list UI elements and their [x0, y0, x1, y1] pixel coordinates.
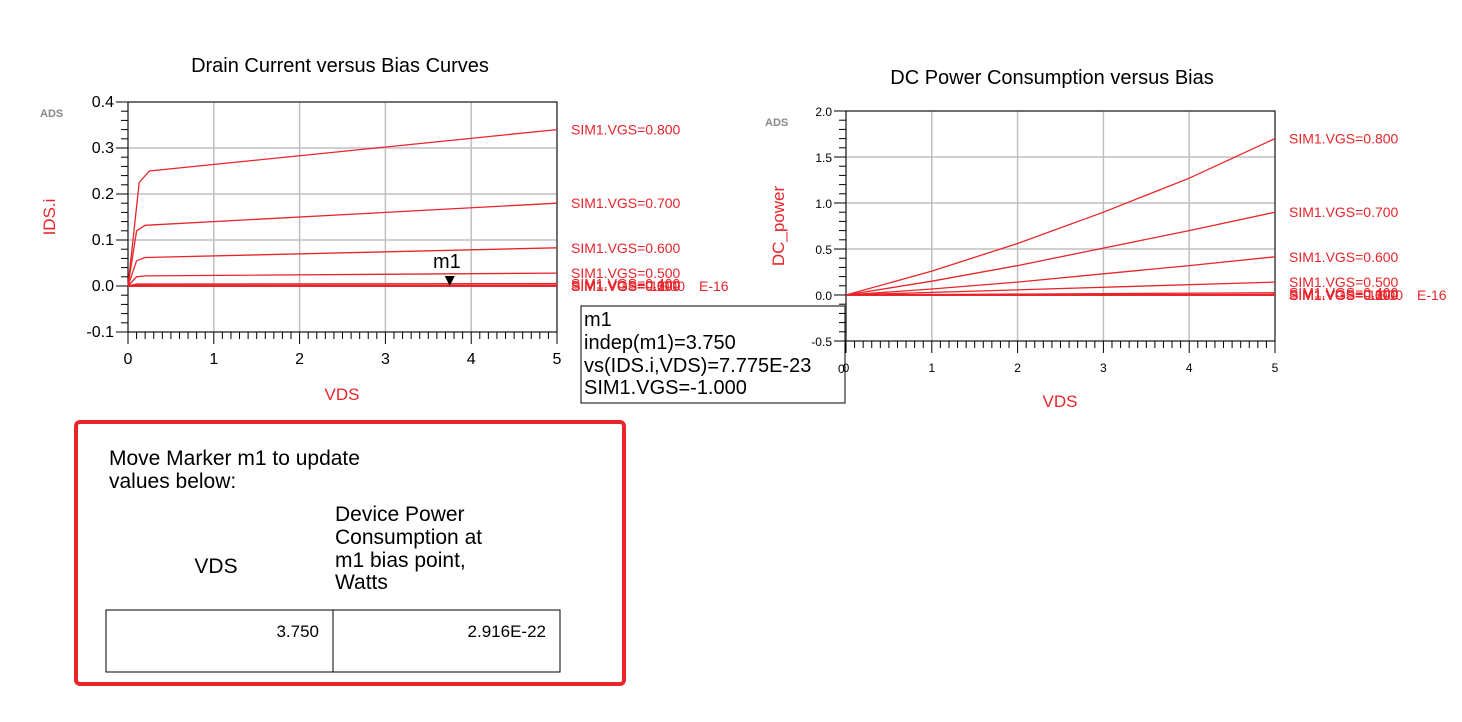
chart2-series-label: SIM1.VGS=0.800 [1289, 131, 1399, 147]
chart2-series-label: SIM1.VGS=0.600 [1289, 249, 1399, 265]
chart2-title: DC Power Consumption versus Bias [890, 67, 1213, 89]
chart1-series-label: SIM1.VGS=-1.000 [571, 278, 685, 294]
chart2-x-tick-label: 5 [1272, 361, 1279, 375]
chart2-series-labels: SIM1.VGS=0.800 SIM1.VGS=0.700 SIM1.VGS=0.6… [1289, 131, 1447, 303]
dc-power-chart: DC Power Consumption versus Bias ADS 0 1 2… [765, 67, 1447, 411]
chart2-series-line [845, 256, 1276, 296]
chart1-series-line [127, 247, 558, 287]
instruction-text-line1: Move Marker m1 to update [109, 447, 360, 470]
marker-readout-frame [580, 305, 846, 404]
marker-results-panel: Move Marker m1 to update values below: V… [74, 420, 626, 686]
readout-overflow-char: 0 [838, 362, 845, 376]
instruction-text-line2: values below: [109, 470, 236, 493]
chart1-x-tick-label: 0 [124, 351, 133, 368]
chart2-x-tick-label: 4 [1186, 361, 1193, 375]
chart2-tick-marks [834, 110, 1276, 353]
chart2-x-axis-label: VDS [1043, 392, 1078, 411]
readout-dep: vs(IDS.i,VDS)=7.775E-23 [584, 355, 811, 377]
chart1-y-tick-label: -0.1 [86, 324, 114, 341]
chart1-y-tick-labels: -0.1 0.0 0.1 0.2 0.3 0.4 [86, 94, 114, 341]
chart2-y-tick-label: 1.5 [815, 151, 832, 165]
chart1-y-axis-label: IDS.i [40, 199, 59, 236]
chart2-series-label: SIM1.VGS=0.000 [1289, 287, 1399, 303]
chart2-series-label: SIM1.VGS=-1.000 [1289, 287, 1403, 303]
chart1-tick-marks [116, 101, 558, 344]
chart1-series-label: SIM1.VGS=0.000 [571, 278, 681, 294]
chart2-x-tick-label: 1 [928, 361, 935, 375]
chart1-y-tick-label: 0.4 [92, 94, 114, 111]
chart1-ads-watermark: ADS [40, 108, 63, 120]
column-header-power-line2: Consumption at [335, 526, 482, 549]
chart2-y-tick-label: 0.0 [815, 289, 832, 303]
chart1-series-label: SIM1.VGS=0.600 [571, 240, 681, 256]
results-cell-power: 2.916E-22 [468, 622, 546, 641]
chart2-y-axis-label: DC_power [769, 186, 788, 267]
chart1-x-tick-label: 2 [295, 351, 304, 368]
chart2-x-tick-label: 2 [1014, 361, 1021, 375]
chart1-series-label-tail: E-16 [699, 278, 729, 294]
chart1-series-label: SIM1.VGS=0.400 [571, 276, 681, 292]
readout-sweep: SIM1.VGS=-1.000 [584, 377, 747, 399]
chart1-series-label: SIM1.VGS=0.300 [571, 278, 681, 294]
chart1-series-label: SIM1.VGS=0.500 [571, 265, 681, 281]
chart1-series-label: SIM1.VGS=0.200 [571, 278, 681, 294]
chart2-y-tick-labels: -0.5 0.0 0.5 1.0 1.5 2.0 [811, 105, 832, 349]
chart2-ads-watermark: ADS [765, 117, 788, 129]
chart2-series [845, 138, 1276, 296]
marker-m1-label: m1 [433, 251, 461, 273]
chart1-y-tick-label: 0.0 [92, 278, 114, 295]
chart1-x-tick-label: 1 [209, 351, 218, 368]
chart1-series-labels: SIM1.VGS=0.800 SIM1.VGS=0.700 SIM1.VGS=0.6… [571, 122, 729, 294]
chart2-y-tick-label: -0.5 [811, 335, 832, 349]
column-header-vds: VDS [194, 555, 237, 578]
chart2-series-line [845, 281, 1276, 296]
chart2-series-label-tail: E-16 [1417, 287, 1447, 303]
marker-m1[interactable]: m1 [433, 251, 461, 286]
results-panel-border [74, 420, 626, 686]
results-cell-vds: 3.750 [276, 622, 319, 641]
column-header-power-line4: Watts [335, 571, 388, 594]
chart1-series-line [127, 128, 558, 287]
drain-current-chart: Drain Current versus Bias Curves ADS 0 1 2… [40, 55, 729, 404]
chart1-x-tick-label: 3 [381, 351, 390, 368]
chart2-y-tick-label: 1.0 [815, 197, 832, 211]
chart2-series-line [845, 211, 1276, 296]
chart2-series-label: SIM1.VGS=0.700 [1289, 204, 1399, 220]
chart1-title: Drain Current versus Bias Curves [191, 55, 489, 77]
chart1-series-line [127, 202, 558, 287]
chart2-series-label: SIM1.VGS=0.100 [1289, 287, 1399, 303]
chart2-series-line [845, 138, 1276, 296]
chart1-series-line [127, 272, 558, 287]
chart1-series [127, 128, 558, 287]
chart2-x-tick-label: 0 [843, 361, 850, 375]
chart2-series-label: SIM1.VGS=0.400 [1289, 285, 1399, 301]
chart2-series-label: SIM1.VGS=0.300 [1289, 287, 1399, 303]
column-header-power-line3: m1 bias point, [335, 549, 466, 572]
chart1-x-tick-labels: 0 1 2 3 4 5 [124, 351, 562, 368]
chart2-series-label: SIM1.VGS=0.200 [1289, 287, 1399, 303]
column-header-power-line1: Device Power [335, 503, 465, 526]
marker-m1-triangle[interactable] [444, 276, 455, 286]
chart1-x-tick-label: 5 [553, 351, 562, 368]
chart2-y-tick-label: 2.0 [815, 105, 832, 119]
chart1-series-label: SIM1.VGS=0.800 [571, 122, 681, 138]
chart1-series-label: SIM1.VGS=0.100 [571, 278, 681, 294]
chart1-x-tick-label: 4 [467, 351, 476, 368]
chart2-x-tick-label: 3 [1100, 361, 1107, 375]
chart2-y-tick-label: 0.5 [815, 243, 832, 257]
chart1-y-tick-label: 0.1 [92, 232, 114, 249]
readout-marker-name: m1 [584, 309, 612, 331]
readout-indep: indep(m1)=3.750 [584, 332, 736, 354]
chart2-x-tick-labels: 0 1 2 3 4 5 [843, 361, 1279, 375]
chart1-series-label: SIM1.VGS=0.700 [571, 195, 681, 211]
chart1-y-tick-label: 0.2 [92, 186, 114, 203]
chart1-y-tick-label: 0.3 [92, 140, 114, 157]
chart1-x-axis-label: VDS [325, 385, 360, 404]
chart2-series-label: SIM1.VGS=0.500 [1289, 274, 1399, 290]
marker-readout-box: m1 indep(m1)=3.750 vs(IDS.i,VDS)=7.775E-… [580, 305, 846, 404]
